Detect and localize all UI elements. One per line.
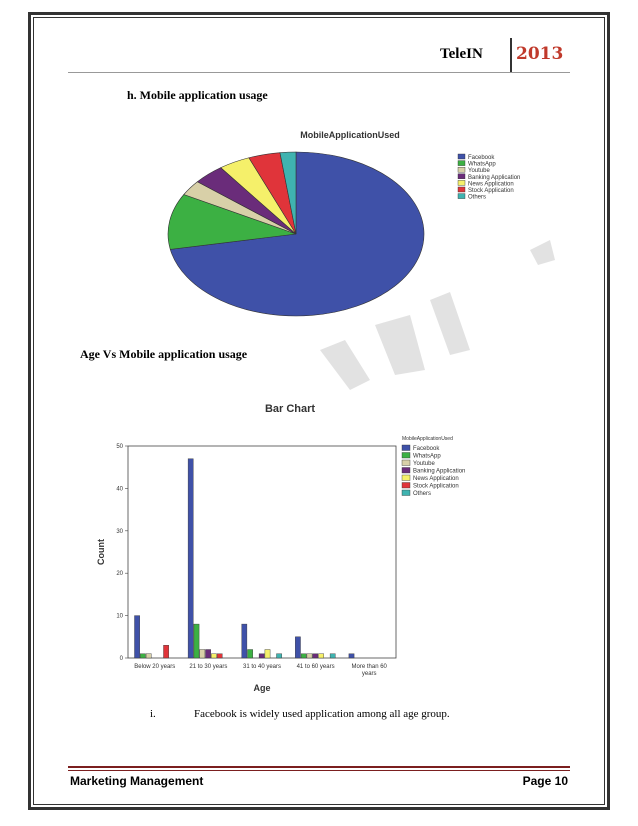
bar-legend-label: Facebook [413, 446, 440, 452]
pie-legend-swatch [457, 186, 466, 193]
bar [205, 649, 211, 659]
bar [145, 653, 152, 659]
y-tick-label: 20 [116, 571, 123, 577]
y-tick-label: 0 [120, 656, 124, 662]
bar [216, 653, 223, 659]
bar-legend-label: Stock Application [413, 484, 459, 490]
x-tick-label: 41 to 60 years [297, 664, 335, 670]
bar [329, 653, 336, 659]
bar [163, 645, 169, 659]
bar-legend-label: Banking Application [413, 469, 465, 475]
x-tick-label: 21 to 30 years [189, 664, 227, 670]
bar-legend-label: Youtube [413, 461, 435, 467]
pie-legend-label: Stock Application [468, 188, 514, 194]
pie-legend-swatch [457, 167, 466, 173]
page-border-inner [33, 17, 605, 805]
bar-legend-label: WhatsApp [413, 454, 441, 460]
x-tick-label: 31 to 40 years [243, 664, 281, 670]
bar-legend-swatch [401, 459, 411, 466]
bar-legend-label: News Application [413, 476, 459, 482]
pie-title: MobileApplicationUsed [300, 130, 400, 140]
bar-legend-title: MobileApplicationUsed [402, 436, 453, 442]
x-tick-label: More than 60 [352, 664, 388, 670]
pie-chart-svg: MobileApplicationUsed FacebookWhatsAppYou… [167, 130, 520, 317]
bar [276, 653, 282, 659]
bar-plot-area [127, 445, 397, 659]
bar [241, 623, 248, 659]
pie-slice-others [279, 151, 297, 235]
bar-legend-swatch [401, 452, 411, 459]
bar-chart: Bar Chart 0 10 20 30 40 50 Count Below 20 years 2… [90, 398, 500, 698]
bar [300, 653, 307, 659]
header-separator [510, 38, 512, 73]
bar [295, 636, 301, 659]
bar [247, 649, 253, 659]
finding-number: i. [150, 708, 156, 720]
pie-legend-label: WhatsApp [468, 162, 496, 168]
bar [312, 653, 319, 659]
y-tick-label: 40 [116, 486, 123, 492]
bar-legend-swatch [401, 467, 411, 474]
bar-legend-swatch [401, 474, 411, 481]
footer-rule-thin [68, 770, 570, 771]
pie-chart: MobileApplicationUsed Facebook WhatsApp You… [160, 124, 540, 344]
bar-chart-title: Bar Chart [265, 403, 315, 415]
footer-rule-thick [68, 766, 570, 768]
bar [258, 653, 265, 659]
y-tick-label: 30 [116, 529, 123, 535]
section-heading-age-vs-usage: Age Vs Mobile application usage [80, 347, 248, 361]
y-axis-label: Count [96, 539, 106, 565]
footer-page-number: Page 10 [522, 774, 568, 788]
pie-legend-label: Banking Application [468, 175, 520, 181]
pie-legend-label: News Application [468, 181, 514, 187]
bar [318, 653, 324, 659]
page-border-outer [28, 12, 610, 810]
y-tick-label: 50 [116, 444, 123, 450]
pie-legend-swatch [457, 153, 466, 160]
bar [199, 649, 206, 659]
section-heading-mobile-usage: h. Mobile application usage [127, 88, 268, 102]
finding-note: i. Facebook is widely used application am… [150, 708, 450, 720]
bar [348, 653, 355, 659]
finding-text: Facebook is widely used application amon… [194, 708, 450, 720]
pie-legend-swatch [457, 160, 466, 166]
bar [264, 649, 271, 659]
header-year: 2013 [516, 44, 564, 64]
bar-legend-swatch [401, 444, 411, 451]
bar [187, 458, 194, 659]
pie-legend-swatch [457, 193, 466, 199]
pie-legend-swatch [457, 173, 466, 179]
watermark [300, 230, 570, 400]
pie-slice-facebook [169, 151, 425, 317]
header-rule [68, 72, 570, 73]
bar-legend-label: Others [413, 491, 431, 497]
header-brand: TeleIN [440, 46, 483, 62]
bar-legend-swatch [401, 489, 411, 496]
footer-course-title: Marketing Management [70, 774, 204, 788]
pie-legend-swatch [457, 180, 466, 186]
x-tick-label: years [362, 671, 377, 677]
pie-slice-whatsapp [167, 194, 297, 250]
watermark-svg [320, 240, 555, 390]
pie-legend-label: Youtube [468, 168, 490, 174]
bar-chart-svg: Bar Chart 0 10 20 30 40 50 Count Below 20 years 2… [96, 403, 465, 693]
x-tick-label: Below 20 years [134, 664, 175, 670]
bar [134, 615, 140, 659]
pie-legend-label: Facebook [468, 155, 495, 161]
bar [140, 653, 146, 659]
bar [306, 653, 313, 659]
bar [211, 653, 217, 659]
y-tick-label: 10 [116, 614, 123, 620]
bar [193, 623, 200, 659]
pie-legend-label: Others [468, 195, 486, 201]
bar-legend-swatch [401, 482, 411, 489]
x-axis-label: Age [253, 683, 270, 693]
